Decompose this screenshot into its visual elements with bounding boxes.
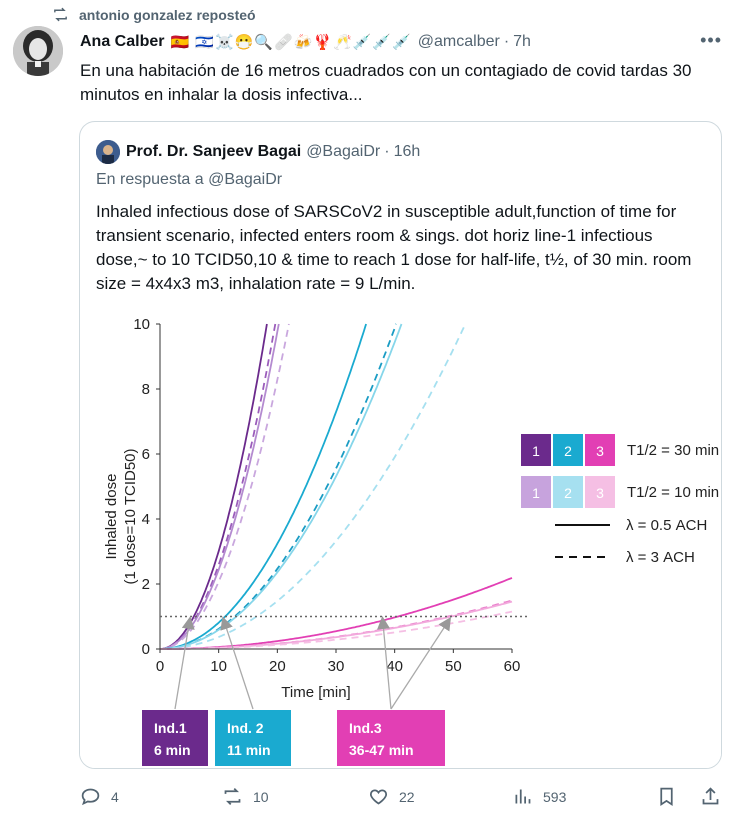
quote-author-name[interactable]: Prof. Dr. Sanjeev Bagai (126, 143, 302, 160)
legend-box-dark (585, 434, 615, 466)
legend-t30: T1/2 = 30 min (627, 442, 719, 459)
individual-label: Ind.1 (154, 720, 187, 736)
share-button[interactable] (700, 786, 721, 807)
legend-t10: T1/2 = 10 min (627, 484, 719, 501)
views-icon (515, 789, 531, 804)
views-count: 593 (543, 788, 567, 805)
more-icon[interactable]: ••• (700, 30, 722, 50)
series-line (160, 323, 280, 650)
legend-box-light (585, 476, 615, 508)
x-tick-label: 20 (269, 658, 286, 675)
avatar[interactable] (13, 26, 63, 76)
series-line (160, 323, 403, 650)
legend-box-dark-label: 1 (532, 443, 540, 459)
x-tick-label: 50 (445, 658, 462, 675)
quote-timestamp[interactable]: 16h (393, 143, 421, 160)
x-tick-label: 10 (210, 658, 227, 675)
legend-box-light-label: 3 (596, 485, 604, 501)
y-tick-label: 4 (142, 511, 150, 528)
individual-time: 6 min (154, 742, 191, 758)
author-handle[interactable]: @amcalber (417, 33, 500, 50)
arrow (377, 616, 392, 710)
legend-box-dark-label: 3 (596, 443, 604, 459)
series-line (160, 323, 467, 650)
legend-box-dark (553, 434, 583, 466)
legend-box-dark (521, 434, 551, 466)
legend-box-light (553, 476, 583, 508)
author-name[interactable]: Ana Calber (80, 33, 165, 50)
x-tick-label: 40 (386, 658, 403, 675)
y-axis-title: Inhaled dose (1 dose=10 TCID50) (103, 448, 139, 584)
legend-dashed-label: λ = 3 ACH (626, 549, 695, 566)
action-bar: 4 10 22 593 (0, 780, 738, 814)
tweet-text: En una habitación de 16 metros cuadrados… (80, 61, 692, 104)
repost-icon (224, 788, 241, 805)
tweet-header: Ana Calber 🇪🇸 🇮🇱☠️😷🔍🩹🍻🦞🥂💉💉💉 @amcalber · … (80, 30, 722, 54)
heart-icon (369, 789, 388, 805)
quote-avatar[interactable] (96, 140, 120, 164)
series-line (159, 323, 268, 650)
series-line (160, 600, 513, 650)
quoted-tweet[interactable]: Prof. Dr. Sanjeev Bagai @BagaiDr · 16h E… (79, 121, 722, 769)
infectious-dose-chart: 0 2 4 6 8 10 0 10 20 30 40 50 60 Time [min] Inhaled do… (80, 312, 721, 768)
series-line (160, 323, 290, 650)
bookmark-button[interactable] (656, 786, 677, 807)
x-axis-title: Time [min] (281, 684, 350, 701)
reply-context[interactable]: En respuesta a @BagaiDr (96, 171, 283, 188)
quote-separator: · (384, 143, 390, 160)
repost-count: 10 (253, 788, 269, 805)
quote-text: Inhaled infectious dose of SARSCoV2 in s… (96, 202, 692, 293)
individual-time: 11 min (227, 742, 271, 758)
individual-label: Ind.3 (349, 720, 382, 736)
author-emojis: 🇪🇸 🇮🇱☠️😷🔍🩹🍻🦞🥂💉💉💉 (170, 34, 412, 51)
reply-icon (81, 788, 100, 806)
quote-author-handle[interactable]: @BagaiDr (306, 143, 381, 160)
x-tick-label: 30 (328, 658, 345, 675)
bookmark-icon (660, 787, 673, 807)
repost-icon (54, 7, 67, 22)
separator: · (503, 33, 510, 50)
legend-box-light-label: 2 (564, 485, 572, 501)
like-button[interactable]: 22 (368, 786, 415, 807)
series-line (160, 323, 367, 650)
like-count: 22 (399, 788, 415, 805)
x-tick-label: 0 (156, 658, 164, 675)
arrow (220, 616, 254, 710)
legend-solid-label: λ = 0.5 ACH (626, 517, 707, 534)
repost-indicator[interactable]: antonio gonzalez reposteó (52, 6, 256, 23)
timestamp[interactable]: 7h (513, 33, 531, 50)
legend-box-light-label: 1 (532, 485, 540, 501)
arrow (174, 616, 195, 710)
y-tick-label: 6 (142, 446, 150, 463)
y-tick-label: 2 (142, 576, 150, 593)
reply-button[interactable]: 4 (80, 786, 119, 807)
y-axis-title-line2: (1 dose=10 TCID50) (122, 448, 139, 584)
y-tick-label: 8 (142, 381, 150, 398)
individual-box (337, 710, 445, 766)
individual-label: Ind. 2 (227, 720, 264, 736)
arrow (390, 617, 452, 710)
repost-button[interactable]: 10 (222, 786, 269, 807)
y-tick-label: 0 (142, 641, 150, 658)
series-line (159, 323, 277, 650)
views-button[interactable]: 593 (512, 786, 566, 807)
reply-count: 4 (111, 788, 119, 805)
share-icon (702, 787, 719, 805)
legend-box-dark-label: 2 (564, 443, 572, 459)
individual-box (142, 710, 208, 766)
repost-text: antonio gonzalez reposteó (79, 6, 256, 23)
x-tick-label: 60 (504, 658, 521, 675)
series-line (160, 610, 513, 650)
y-axis-title-line1: Inhaled dose (103, 474, 120, 560)
y-tick-label: 10 (133, 316, 150, 333)
individual-box (215, 710, 291, 766)
individual-time: 36-47 min (349, 742, 414, 758)
legend-box-light (521, 476, 551, 508)
